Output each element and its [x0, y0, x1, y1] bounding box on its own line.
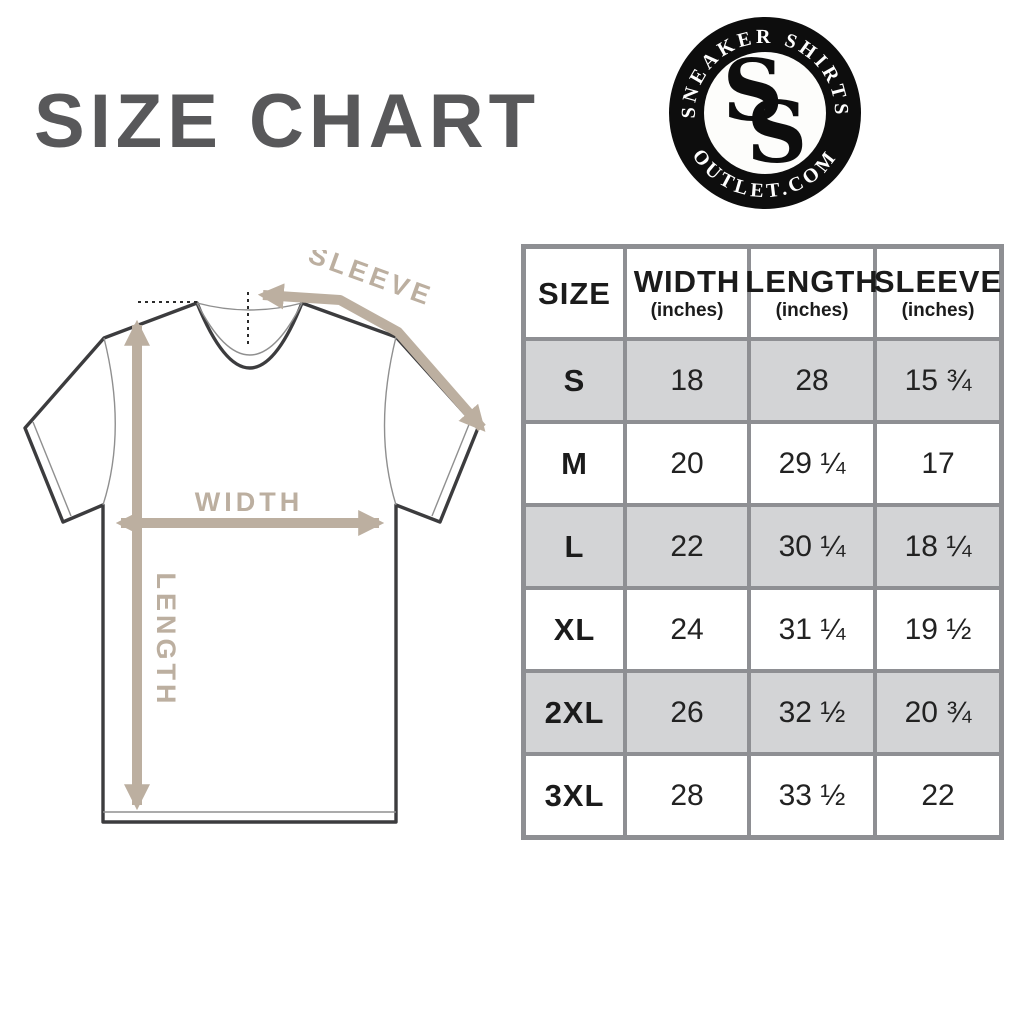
collar-back-seam — [196, 302, 303, 311]
table-row-m-width: 20 — [627, 424, 747, 503]
length-label: LENGTH — [151, 573, 181, 708]
table-row-s-size: S — [526, 341, 623, 420]
table-row-3xl-width: 28 — [627, 756, 747, 835]
table-row-2xl-width: 26 — [627, 673, 747, 752]
size-value: 3XL — [544, 778, 605, 813]
length-value: 31 ¼ — [778, 612, 846, 646]
length-value: 32 ½ — [778, 695, 846, 729]
table-row-s-width: 18 — [627, 341, 747, 420]
tshirt-diagram: WIDTH LENGTH SLEEVE — [23, 250, 486, 824]
size-value: M — [561, 446, 588, 481]
size-value: XL — [553, 612, 596, 647]
table-row-3xl-size: 3XL — [526, 756, 623, 835]
length-value: 30 ¼ — [778, 529, 846, 563]
table-row-2xl-sleeve: 20 ¾ — [877, 673, 999, 752]
table-row-l-width: 22 — [627, 507, 747, 586]
table-row-s-sleeve: 15 ¾ — [877, 341, 999, 420]
sleeve-value: 19 ½ — [904, 612, 972, 646]
sleeve-hem-left — [32, 421, 72, 517]
table-row-2xl-length: 32 ½ — [751, 673, 873, 752]
sleeve-hem-right — [431, 421, 471, 517]
table-row-m-size: M — [526, 424, 623, 503]
table-row-3xl-length: 33 ½ — [751, 756, 873, 835]
sleeve-arrow — [257, 283, 486, 432]
table-row-xl-width: 24 — [627, 590, 747, 669]
length-value: 29 ¼ — [778, 446, 846, 480]
table-row-xl-length: 31 ¼ — [751, 590, 873, 669]
monogram-s-bottom: S — [747, 83, 808, 182]
page-title: SIZE CHART — [34, 79, 540, 164]
armhole-seam-left — [102, 337, 116, 506]
header-width-unit: (inches) — [650, 300, 724, 321]
sleeve-value: 22 — [921, 778, 955, 812]
sleeve-value: 20 ¾ — [904, 695, 972, 729]
size-value: 2XL — [544, 695, 605, 730]
monogram-s-top: S — [723, 41, 784, 140]
header-cell-sleeve: SLEEVE (inches) — [873, 249, 1003, 337]
size-value: S — [563, 363, 586, 398]
header-length-label: LENGTH — [745, 264, 879, 299]
width-value: 24 — [670, 612, 704, 646]
table-row-m-sleeve: 17 — [877, 424, 999, 503]
table-row-2xl-size: 2XL — [526, 673, 623, 752]
width-value: 28 — [670, 778, 704, 812]
width-value: 22 — [670, 529, 704, 563]
width-value: 20 — [670, 446, 704, 480]
sleeve-value: 18 ¼ — [904, 529, 972, 563]
table-row-l-sleeve: 18 ¼ — [877, 507, 999, 586]
table-row-m-length: 29 ¼ — [751, 424, 873, 503]
header-sleeve-unit: (inches) — [901, 300, 975, 321]
table-row-3xl-sleeve: 22 — [877, 756, 999, 835]
table-row-l-length: 30 ¼ — [751, 507, 873, 586]
header-cell-size: SIZE — [526, 249, 623, 337]
table-row-xl-sleeve: 19 ½ — [877, 590, 999, 669]
size-value: L — [564, 529, 585, 564]
header-width-label: WIDTH — [633, 264, 741, 299]
header-sleeve-label: SLEEVE — [873, 264, 1003, 299]
table-row-xl-size: XL — [526, 590, 623, 669]
logo-inner-circle — [704, 52, 826, 174]
header-length-unit: (inches) — [775, 300, 849, 321]
table-row-s-length: 28 — [751, 341, 873, 420]
ss-monogram-icon: S S — [723, 41, 808, 182]
brand-logo: SNEAKER SHIRTS OUTLET.COM S S — [666, 14, 864, 212]
sleeve-value: 15 ¾ — [904, 363, 972, 397]
header-cell-width: WIDTH (inches) — [627, 249, 747, 337]
width-label: WIDTH — [195, 487, 303, 517]
header-cell-length: LENGTH (inches) — [745, 249, 878, 337]
width-value: 26 — [670, 695, 704, 729]
sleeve-value: 17 — [921, 446, 955, 480]
length-value: 33 ½ — [778, 778, 846, 812]
size-table: SIZE WIDTH (inches) LENGTH (inches) SLEE… — [521, 244, 1004, 840]
header-size-label: SIZE — [538, 275, 611, 311]
width-value: 18 — [670, 363, 704, 397]
table-row-l-size: L — [526, 507, 623, 586]
tshirt-outline — [23, 301, 480, 824]
length-value: 28 — [795, 363, 829, 397]
